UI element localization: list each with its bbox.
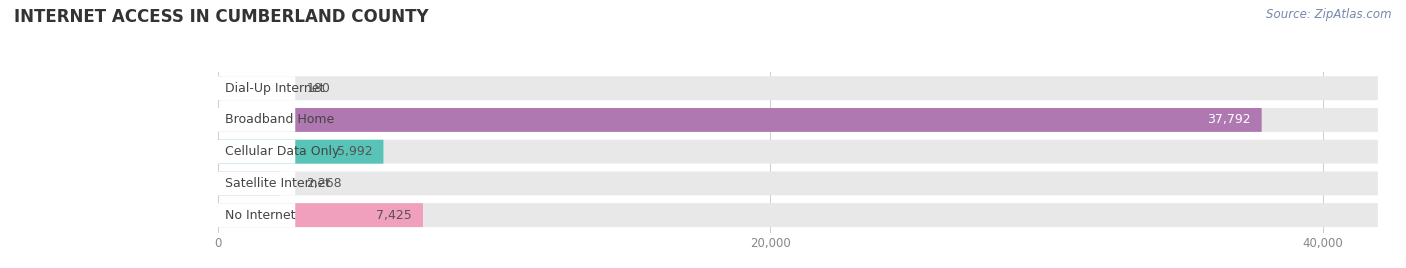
FancyBboxPatch shape: [218, 172, 281, 195]
Text: Source: ZipAtlas.com: Source: ZipAtlas.com: [1267, 8, 1392, 21]
FancyBboxPatch shape: [218, 203, 423, 227]
Text: INTERNET ACCESS IN CUMBERLAND COUNTY: INTERNET ACCESS IN CUMBERLAND COUNTY: [14, 8, 429, 26]
Text: Satellite Internet: Satellite Internet: [225, 177, 330, 190]
FancyBboxPatch shape: [218, 108, 1261, 132]
Text: 7,425: 7,425: [377, 209, 412, 222]
FancyBboxPatch shape: [218, 203, 295, 227]
FancyBboxPatch shape: [218, 140, 1378, 164]
FancyBboxPatch shape: [218, 203, 1378, 227]
FancyBboxPatch shape: [218, 108, 295, 132]
FancyBboxPatch shape: [218, 108, 1378, 132]
Text: 5,992: 5,992: [337, 145, 373, 158]
Text: 2,268: 2,268: [307, 177, 342, 190]
Text: Dial-Up Internet: Dial-Up Internet: [225, 82, 325, 95]
FancyBboxPatch shape: [218, 76, 295, 100]
Text: No Internet: No Internet: [225, 209, 295, 222]
FancyBboxPatch shape: [218, 140, 295, 164]
FancyBboxPatch shape: [218, 76, 1378, 100]
Text: Broadband Home: Broadband Home: [225, 113, 335, 126]
FancyBboxPatch shape: [218, 140, 384, 164]
FancyBboxPatch shape: [218, 172, 295, 195]
FancyBboxPatch shape: [218, 76, 224, 100]
Text: Cellular Data Only: Cellular Data Only: [225, 145, 339, 158]
FancyBboxPatch shape: [218, 172, 1378, 195]
Text: 180: 180: [307, 82, 330, 95]
Text: 37,792: 37,792: [1206, 113, 1250, 126]
